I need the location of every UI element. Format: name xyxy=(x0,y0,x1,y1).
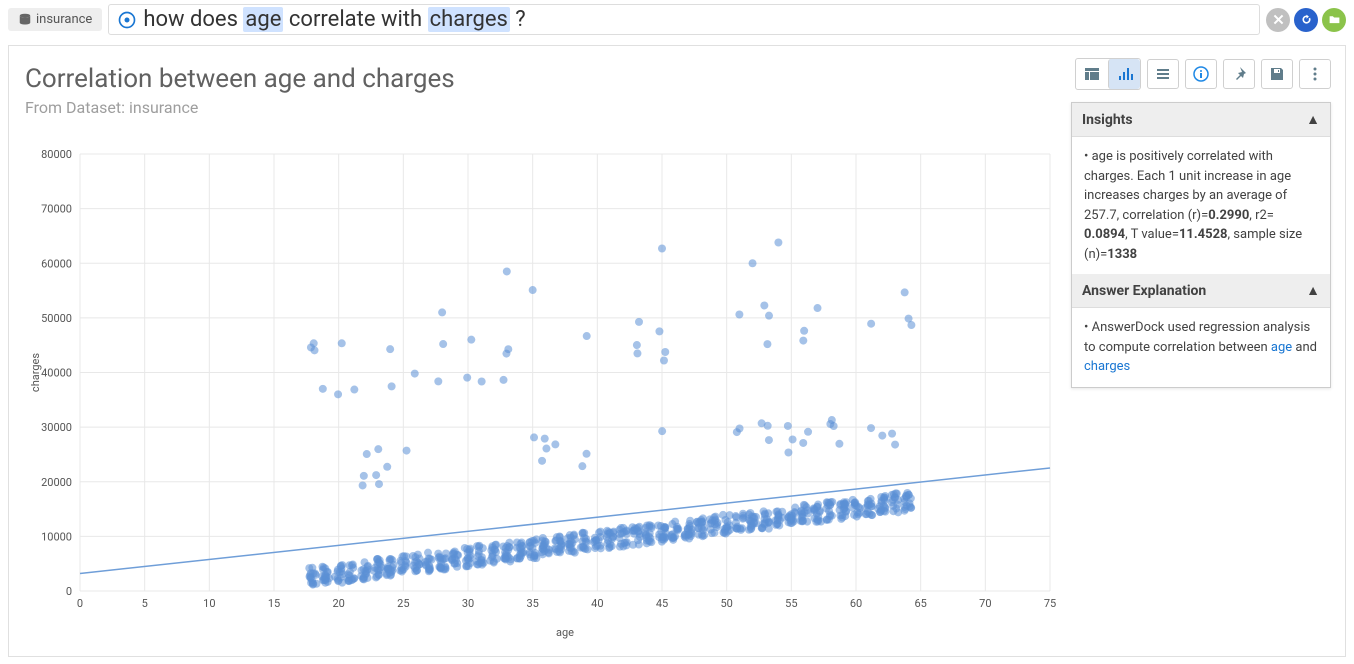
svg-text:60000: 60000 xyxy=(41,257,72,270)
svg-text:30: 30 xyxy=(462,597,474,610)
link-charges[interactable]: charges xyxy=(1084,359,1130,374)
svg-text:65: 65 xyxy=(914,597,926,610)
chart-toolbar xyxy=(1075,58,1331,90)
refresh-button[interactable] xyxy=(1294,8,1318,32)
info-icon xyxy=(1193,66,1209,82)
bar-chart-icon xyxy=(1117,66,1133,82)
query-highlight-charges: charges xyxy=(428,7,510,32)
svg-text:5: 5 xyxy=(142,597,148,610)
svg-text:charges: charges xyxy=(29,353,42,392)
clear-button[interactable] xyxy=(1266,8,1290,32)
insights-title: Insights xyxy=(1082,112,1133,128)
pin-icon xyxy=(1231,66,1247,82)
query-highlight-age: age xyxy=(243,7,283,32)
list-button[interactable] xyxy=(1147,59,1179,89)
insights-body: • age is positively correlated with char… xyxy=(1072,137,1330,274)
more-vertical-icon xyxy=(1307,66,1323,82)
svg-text:10000: 10000 xyxy=(41,530,72,543)
svg-text:45: 45 xyxy=(656,597,668,610)
folder-icon xyxy=(1328,13,1341,26)
more-button[interactable] xyxy=(1299,59,1331,89)
save-button[interactable] xyxy=(1261,59,1293,89)
explanation-title: Answer Explanation xyxy=(1082,283,1206,299)
save-icon xyxy=(1269,66,1285,82)
explanation-body: • AnswerDock used regression analysis to… xyxy=(1072,308,1330,387)
close-icon xyxy=(1272,13,1285,26)
top-actions xyxy=(1266,8,1346,32)
svg-text:70000: 70000 xyxy=(41,203,72,216)
collapse-up-icon: ▲ xyxy=(1306,111,1320,128)
svg-text:15: 15 xyxy=(268,597,280,610)
top-bar: insurance how does age correlate with ch… xyxy=(0,0,1354,39)
query-icon xyxy=(117,10,137,30)
explanation-header[interactable]: Answer Explanation ▲ xyxy=(1072,274,1330,308)
svg-text:25: 25 xyxy=(397,597,409,610)
svg-text:40000: 40000 xyxy=(41,367,72,380)
svg-text:60: 60 xyxy=(850,597,862,610)
side-panel: Insights ▲ • age is positively correlate… xyxy=(1071,102,1331,388)
main-panel: Correlation between age and charges From… xyxy=(8,45,1346,657)
insights-header[interactable]: Insights ▲ xyxy=(1072,103,1330,137)
link-age[interactable]: age xyxy=(1271,340,1292,355)
svg-text:35: 35 xyxy=(526,597,538,610)
svg-text:50: 50 xyxy=(720,597,732,610)
chart-area: 0 5 10 15 20 25 30 35 40 45 50 55 60 65 70 75 0 10000 2000… xyxy=(25,146,1065,646)
folder-button[interactable] xyxy=(1322,8,1346,32)
database-icon xyxy=(18,13,32,27)
svg-text:0: 0 xyxy=(77,597,83,610)
table-view-button[interactable] xyxy=(1076,59,1108,89)
svg-text:50000: 50000 xyxy=(41,312,72,325)
table-icon xyxy=(1084,66,1100,82)
info-button[interactable] xyxy=(1185,59,1217,89)
svg-text:80000: 80000 xyxy=(41,148,72,161)
svg-text:20: 20 xyxy=(332,597,344,610)
pin-button[interactable] xyxy=(1223,59,1255,89)
svg-text:70: 70 xyxy=(979,597,991,610)
query-bar[interactable]: how does age correlate with charges ? xyxy=(108,4,1260,35)
svg-text:20000: 20000 xyxy=(41,476,72,489)
svg-text:10: 10 xyxy=(203,597,215,610)
svg-text:40: 40 xyxy=(591,597,603,610)
svg-text:age: age xyxy=(556,626,574,639)
dataset-chip[interactable]: insurance xyxy=(8,8,102,31)
list-icon xyxy=(1155,66,1171,82)
svg-text:0: 0 xyxy=(66,585,72,598)
svg-text:30000: 30000 xyxy=(41,421,72,434)
collapse-up-icon: ▲ xyxy=(1306,282,1320,299)
refresh-icon xyxy=(1300,13,1313,26)
dataset-label: insurance xyxy=(36,12,92,27)
svg-text:75: 75 xyxy=(1044,597,1056,610)
chart-view-button[interactable] xyxy=(1108,59,1140,89)
scatter-chart: 0 5 10 15 20 25 30 35 40 45 50 55 60 65 70 75 0 10000 2000… xyxy=(25,146,1065,646)
svg-text:55: 55 xyxy=(785,597,797,610)
query-text: how does age correlate with charges ? xyxy=(143,7,525,32)
